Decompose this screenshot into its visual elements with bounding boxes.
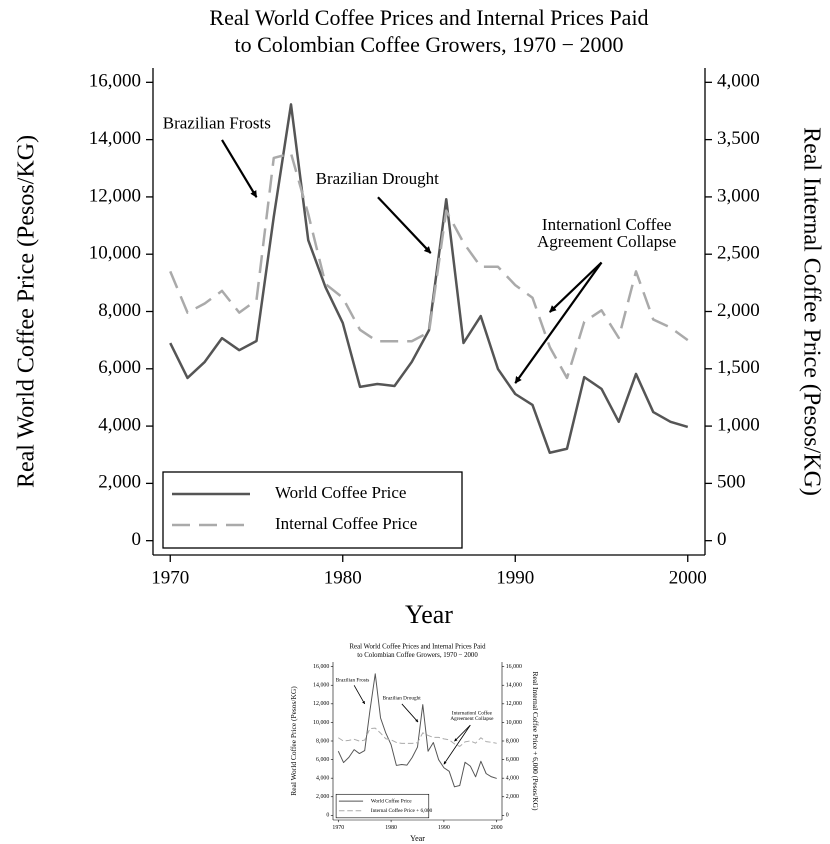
- legend-label: Internal Coffee Price: [275, 514, 417, 533]
- y2-tick-label: 2,500: [717, 243, 760, 264]
- annotation-arrow: [401, 703, 419, 723]
- x-tick-label: 1980: [324, 567, 362, 588]
- x-axis-title: Year: [410, 834, 425, 843]
- x-axis-title: Year: [405, 600, 453, 629]
- legend-box: [335, 793, 430, 819]
- data-line: [169, 152, 689, 380]
- y2-axis-title: Real Internal Coffee Price (Pesos/KG): [798, 127, 824, 496]
- y2-tick-label: 3,000: [717, 185, 760, 206]
- x-tick-label: 1990: [496, 567, 534, 588]
- y-tick-label: 2,000: [98, 472, 141, 493]
- y-tick-label: 0: [132, 529, 142, 550]
- data-line: [338, 727, 497, 747]
- chart-title: Real World Coffee Prices and Internal Pr…: [209, 5, 648, 30]
- y2-tick-label: 10,000: [506, 720, 522, 726]
- y2-axis-title: Real Internal Coffee Price + 6,000 (Peso…: [531, 672, 540, 811]
- annotation: Internationl Coffee: [542, 215, 672, 234]
- y-tick-label: 8,000: [98, 300, 141, 321]
- y2-tick-label: 4,000: [717, 71, 760, 92]
- y2-tick-label: 2,000: [506, 794, 519, 800]
- x-tick-label: 1970: [151, 567, 189, 588]
- y-axis-title: Real World Coffee Price (Pesos/KG): [289, 686, 298, 796]
- y-tick-label: 12,000: [89, 185, 141, 206]
- x-tick-label: 2000: [491, 825, 503, 831]
- y2-tick-label: 1,000: [717, 414, 760, 435]
- y-tick-label: 12,000: [313, 701, 329, 707]
- chart-title: Real World Coffee Prices and Internal Pr…: [350, 644, 487, 651]
- y-tick-label: 16,000: [89, 71, 141, 92]
- y-tick-label: 2,000: [316, 794, 329, 800]
- annotation-arrow: [377, 196, 432, 254]
- y2-tick-label: 3,500: [717, 128, 760, 149]
- y2-tick-label: 1,500: [717, 357, 760, 378]
- y-axis-title: Real World Coffee Price (Pesos/KG): [14, 135, 40, 488]
- x-tick-label: 1980: [385, 825, 397, 831]
- y-tick-label: 14,000: [313, 683, 329, 689]
- legend-box: [162, 471, 463, 549]
- x-tick-label: 2000: [669, 567, 707, 588]
- annotation-arrow: [514, 261, 603, 384]
- annotation-arrow: [443, 724, 471, 765]
- annotation: Agreement Collapse: [537, 232, 676, 251]
- y-tick-label: 14,000: [89, 128, 141, 149]
- y2-tick-label: 12,000: [506, 701, 522, 707]
- annotation-arrow: [454, 724, 471, 742]
- chart-title: to Colombian Coffee Growers, 1970 − 2000: [357, 652, 478, 659]
- y2-tick-label: 500: [717, 472, 746, 493]
- y-tick-label: 6,000: [316, 757, 329, 763]
- x-tick-label: 1990: [438, 825, 450, 831]
- y-tick-label: 6,000: [98, 357, 141, 378]
- y2-tick-label: 16,000: [506, 664, 522, 670]
- y2-tick-label: 2,000: [717, 300, 760, 321]
- y2-tick-label: 14,000: [506, 683, 522, 689]
- data-line: [169, 103, 689, 454]
- y-tick-label: 0: [326, 813, 329, 819]
- annotation: Internationl Coffee: [452, 710, 493, 717]
- annotation-arrow: [221, 139, 258, 198]
- y2-tick-label: 0: [717, 529, 727, 550]
- annotation: Agreement Collapse: [450, 716, 494, 722]
- y2-tick-label: 0: [506, 813, 509, 819]
- y2-tick-label: 4,000: [506, 776, 519, 782]
- annotation: Brazilian Drought: [316, 169, 439, 188]
- annotation: Brazilian Drought: [383, 696, 422, 702]
- y-tick-label: 16,000: [313, 664, 329, 670]
- annotation-arrow: [353, 685, 366, 705]
- y-tick-label: 10,000: [313, 720, 329, 726]
- legend-label: World Coffee Price: [275, 483, 406, 502]
- annotation: Brazilian Frosts: [336, 678, 370, 684]
- y-tick-label: 10,000: [89, 243, 141, 264]
- y2-tick-label: 6,000: [506, 757, 519, 763]
- data-line: [337, 673, 497, 788]
- y2-tick-label: 8,000: [506, 738, 519, 744]
- y-tick-label: 4,000: [98, 414, 141, 435]
- chart-title: to Colombian Coffee Growers, 1970 − 2000: [234, 32, 623, 57]
- x-tick-label: 1970: [332, 825, 344, 831]
- legend-label: World Coffee Price: [371, 797, 412, 804]
- annotation-arrow: [548, 261, 603, 313]
- annotation: Brazilian Frosts: [163, 114, 271, 133]
- legend-label: Internal Coffee Price + 6,000: [371, 807, 433, 814]
- y-tick-label: 8,000: [316, 738, 329, 744]
- y-tick-label: 4,000: [316, 776, 329, 782]
